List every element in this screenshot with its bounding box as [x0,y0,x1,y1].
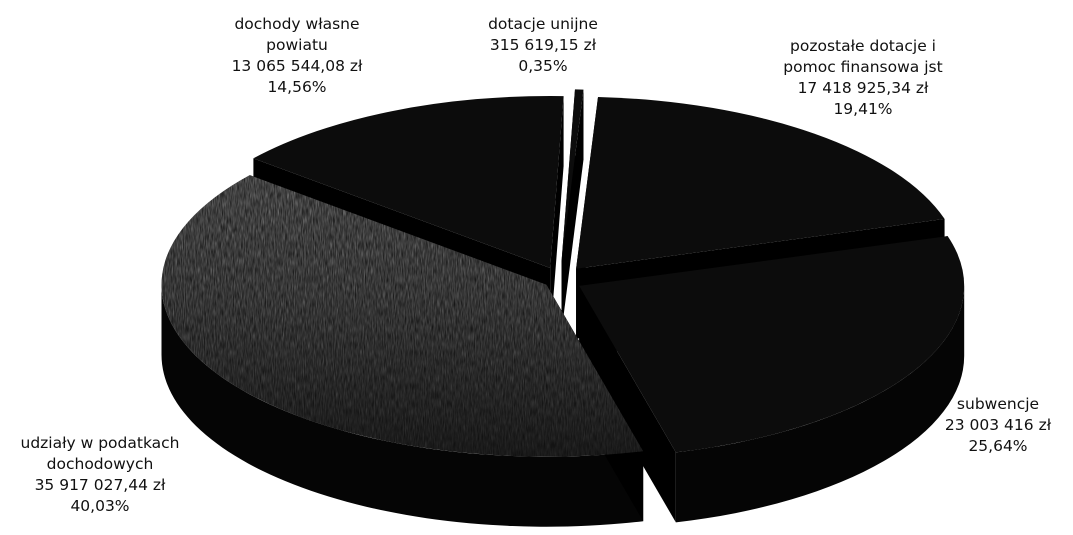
label-dochody-wlasne-value: 13 065 544,08 zł [231,57,363,75]
pie-slice-wall-1-1 [561,89,584,332]
label-dochody-wlasne-name-1: dochody własne [234,15,360,33]
pie-slice-wall-5-1 [550,96,564,338]
label-udzialy-name-1: udziały w podatkach [20,434,180,452]
pie-slice-top-5 [253,95,564,268]
label-dotacje-unijne-name: dotacje unijne [488,15,598,33]
label-dotacje-unijne: dotacje unijne 315 619,15 zł 0,35% [468,14,618,77]
pie-slice-top-1 [561,89,584,262]
label-subwencje-percent: 25,64% [968,437,1028,455]
label-pozostale-dotacje-percent: 19,41% [833,100,893,118]
label-pozostale-dotacje-name-1: pozostałe dotacje i [790,37,936,55]
pie-slice-1 [561,89,584,332]
label-pozostale-dotacje-value: 17 418 925,34 zł [797,79,929,97]
label-subwencje: subwencje 23 003 416 zł 25,64% [928,394,1068,457]
pie-slice-wall-3-1 [579,285,676,523]
pie-slice-top-3 [579,236,965,453]
label-dochody-wlasne: dochody własne powiatu 13 065 544,08 zł … [212,14,382,98]
label-subwencje-value: 23 003 416 zł [944,416,1052,434]
label-udzialy: udziały w podatkach dochodowych 35 917 0… [2,433,198,517]
label-dochody-wlasne-percent: 14,56% [267,78,327,96]
label-udzialy-value: 35 917 027,44 zł [34,476,166,494]
pie-slice-side-4 [161,284,644,527]
label-dochody-wlasne-name-2: powiatu [266,36,328,54]
label-dotacje-unijne-percent: 0,35% [518,57,568,75]
label-pozostale-dotacje: pozostałe dotacje i pomoc finansowa jst … [758,36,968,120]
pie-slice-top-2 [576,97,945,269]
pie-slice-3 [579,236,965,523]
label-pozostale-dotacje-name-2: pomoc finansowa jst [783,58,943,76]
label-udzialy-name-2: dochodowych [46,455,154,473]
pie-slice-side-3 [675,285,965,523]
label-udzialy-percent: 40,03% [70,497,130,515]
label-dotacje-unijne-value: 315 619,15 zł [489,36,597,54]
label-subwencje-name: subwencje [956,395,1040,413]
